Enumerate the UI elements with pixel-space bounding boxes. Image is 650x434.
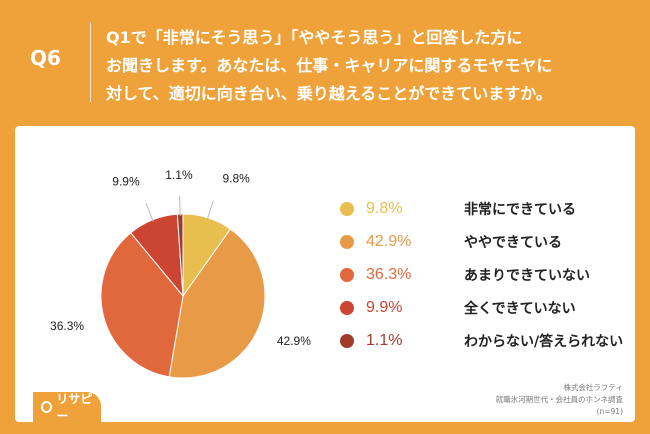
pie-slice [168, 228, 266, 379]
source-survey: 就職氷河期世代・会社員のホンネ調査 [495, 395, 623, 404]
question-line-1: Q1で「非常にそう思う」「ややそう思う」と回答した方に [106, 28, 523, 47]
legend-item: 36.3% あまりできていない [340, 258, 630, 291]
question-line-3: 対して、適切に向き合い、乗り越えることができていますか。 [106, 84, 552, 103]
legend-percent: 1.1% [366, 331, 403, 349]
slice-label: 9.8% [222, 172, 250, 186]
legend-percent: 9.9% [366, 298, 403, 316]
legend-label: わからない/答えられない [464, 333, 624, 350]
question-line-2: お聞きします。あなたは、仕事・キャリアに関するモヤモヤに [106, 56, 553, 75]
leader-line [179, 196, 181, 217]
question-text: Q1で「非常にそう思う」「ややそう思う」と回答した方に お聞きします。あなたは、… [106, 24, 636, 108]
legend-item: 42.9% ややできている [340, 225, 630, 258]
brand-logo: リサピー [33, 392, 101, 422]
leader-line [206, 200, 214, 220]
legend-percent: 36.3% [366, 265, 412, 283]
pie-slice [100, 232, 184, 378]
source-note: 株式会社ラフティ 就職氷河期世代・会社員のホンネ調査 (n=91) [496, 382, 623, 418]
slice-label: 42.9% [277, 334, 311, 348]
legend-label: ややできている [464, 234, 562, 251]
search-bubble-icon [41, 401, 53, 413]
source-company: 株式会社ラフティ [563, 383, 623, 392]
source-sample-size: (n=91) [596, 407, 623, 416]
legend-percent: 42.9% [366, 232, 412, 250]
header: Q6 Q1で「非常にそう思う」「ややそう思う」と回答した方に お聞きします。あな… [0, 0, 650, 122]
legend-item: 1.1% わからない/答えられない [340, 324, 630, 357]
legend-swatch [340, 201, 354, 216]
question-number: Q6 [30, 46, 61, 70]
header-divider [90, 22, 91, 102]
legend-label: あまりできていない [464, 267, 590, 284]
legend-item: 9.9% 全くできていない [340, 291, 630, 324]
legend-label: 全くできていない [464, 300, 576, 317]
legend-label: 非常にできている [464, 201, 576, 218]
legend-swatch [340, 300, 354, 315]
legend-swatch [340, 267, 354, 282]
legend: 9.8% 非常にできている 42.9% ややできている 36.3% あまりできて… [340, 192, 630, 357]
chart-panel: 9.8% 42.9% 36.3% 9.9% 1.1% 9.8% 非常にできている 42.… [15, 126, 635, 422]
brand-logo-text: リサピー [56, 392, 93, 422]
legend-swatch [340, 234, 354, 249]
legend-swatch [340, 333, 354, 348]
pie-chart: 9.8% 42.9% 36.3% 9.9% 1.1% [50, 168, 311, 379]
legend-item: 9.8% 非常にできている [340, 192, 630, 225]
slice-label: 36.3% [50, 319, 84, 333]
slice-label: 1.1% [165, 168, 193, 182]
leader-line [145, 202, 154, 222]
legend-percent: 9.8% [366, 199, 403, 217]
slice-label: 9.9% [112, 174, 140, 188]
